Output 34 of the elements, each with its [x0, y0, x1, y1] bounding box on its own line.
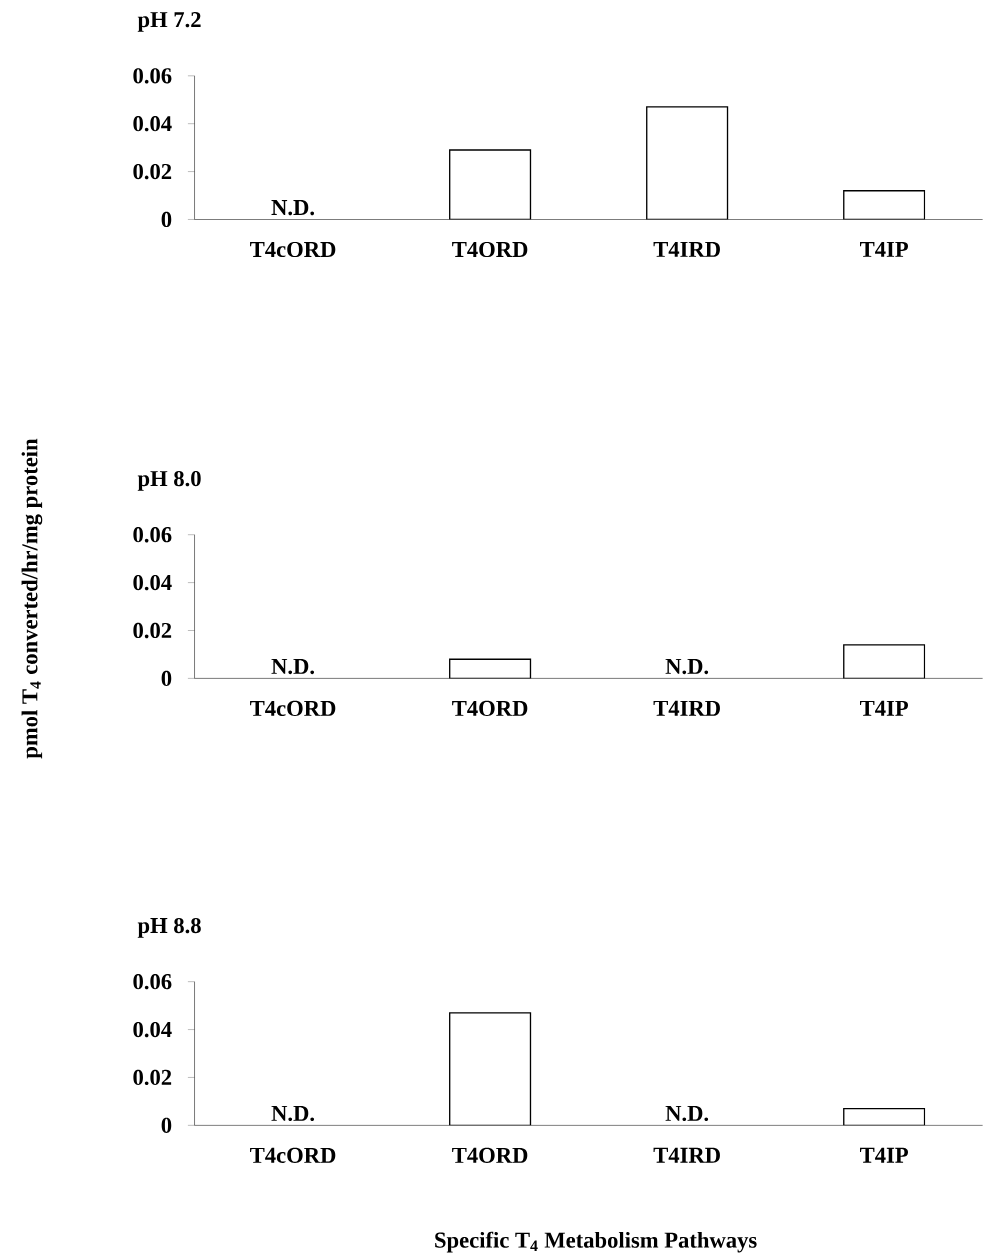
x-tick-label: T4IP: [860, 700, 909, 716]
y-tick-label: 0.02: [133, 163, 172, 180]
y-tick-label: 0.06: [133, 974, 172, 990]
x-tick-label: T4cORD: [250, 241, 336, 258]
annotation: N.D.: [665, 659, 709, 675]
annotation: N.D.: [271, 659, 315, 675]
x-tick-label: T4cORD: [250, 1147, 336, 1163]
annotation: N.D.: [271, 1105, 315, 1122]
x-tick-label: T4IRD: [653, 1147, 720, 1163]
y-tick-label: 0.02: [133, 622, 172, 639]
y-tick-label: 0.04: [133, 574, 172, 591]
y-tick-label: 0.04: [133, 116, 172, 132]
y-tick-label: 0.06: [133, 527, 172, 543]
y-tick-label: 0: [161, 211, 172, 228]
x-tick-label: T4ORD: [452, 700, 528, 717]
annotation: N.D.: [271, 200, 315, 216]
chart-title: pH 8.0: [137, 470, 201, 491]
x-tick-label: T4IRD: [653, 241, 720, 257]
annotation: N.D.: [665, 1105, 709, 1122]
x-tick-label: T4ORD: [452, 241, 528, 258]
x-tick-label: T4IP: [860, 1147, 909, 1163]
y-tick-label: 0.06: [133, 68, 172, 84]
x-tick-label: T4cORD: [250, 700, 336, 717]
y-tick-label: 0: [161, 1117, 172, 1133]
y-tick-label: 0: [161, 670, 172, 687]
x-tick-label: T4IP: [860, 241, 909, 257]
x-axis-title: Specific T$_{4}$ Metabolism Pathways: [435, 1231, 757, 1253]
x-tick-label: T4IRD: [653, 700, 720, 716]
chart-title: pH 7.2: [137, 12, 201, 32]
y-tick-label: 0.02: [133, 1069, 172, 1086]
y-axis-title: pmol T$_{4}$ converted/hr/mg protein: [21, 438, 43, 759]
chart-title: pH 8.8: [137, 917, 201, 938]
x-tick-label: T4ORD: [452, 1147, 528, 1163]
y-tick-label: 0.04: [133, 1021, 172, 1038]
